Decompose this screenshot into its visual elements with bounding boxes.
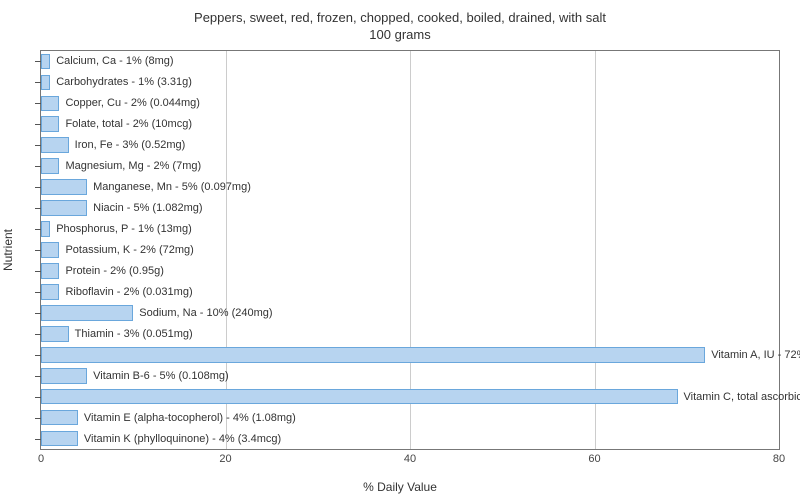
bar [41, 242, 59, 258]
bar-row: Vitamin B-6 - 5% (0.108mg) [41, 368, 779, 384]
bar-row: Carbohydrates - 1% (3.31g) [41, 75, 779, 91]
bar-row: Folate, total - 2% (10mcg) [41, 116, 779, 132]
bar-label: Thiamin - 3% (0.051mg) [75, 328, 193, 340]
x-tick-label: 40 [404, 449, 416, 465]
bar-row: Vitamin C, total ascorbic acid - 69% (41… [41, 389, 779, 405]
bar-row: Calcium, Ca - 1% (8mg) [41, 54, 779, 70]
bar-row: Vitamin E (alpha-tocopherol) - 4% (1.08m… [41, 410, 779, 426]
bar [41, 200, 87, 216]
chart-title-line1: Peppers, sweet, red, frozen, chopped, co… [0, 10, 800, 27]
chart-title-line2: 100 grams [0, 27, 800, 44]
bar [41, 326, 69, 342]
bar-label: Vitamin E (alpha-tocopherol) - 4% (1.08m… [84, 412, 296, 424]
bar-row: Vitamin A, IU - 72% (3583IU) [41, 347, 779, 363]
plot-area: 020406080Calcium, Ca - 1% (8mg)Carbohydr… [40, 50, 780, 450]
bar-label: Niacin - 5% (1.082mg) [93, 202, 202, 214]
bar [41, 137, 69, 153]
x-tick-label: 0 [38, 449, 44, 465]
bar-label: Vitamin A, IU - 72% (3583IU) [711, 349, 800, 361]
bar [41, 284, 59, 300]
bar [41, 305, 133, 321]
x-tick-label: 80 [773, 449, 785, 465]
bar-label: Phosphorus, P - 1% (13mg) [56, 223, 192, 235]
chart-title: Peppers, sweet, red, frozen, chopped, co… [0, 10, 800, 44]
bar-row: Vitamin K (phylloquinone) - 4% (3.4mcg) [41, 431, 779, 447]
bar [41, 368, 87, 384]
bar-label: Riboflavin - 2% (0.031mg) [65, 286, 192, 298]
bar-label: Sodium, Na - 10% (240mg) [139, 307, 272, 319]
bar-row: Protein - 2% (0.95g) [41, 263, 779, 279]
bar-row: Iron, Fe - 3% (0.52mg) [41, 137, 779, 153]
bar-row: Manganese, Mn - 5% (0.097mg) [41, 179, 779, 195]
bar-label: Carbohydrates - 1% (3.31g) [56, 76, 192, 88]
bar-label: Calcium, Ca - 1% (8mg) [56, 55, 173, 67]
bar [41, 389, 678, 405]
bar-label: Vitamin B-6 - 5% (0.108mg) [93, 370, 229, 382]
bar [41, 54, 50, 70]
bar-label: Copper, Cu - 2% (0.044mg) [65, 97, 200, 109]
x-tick-label: 20 [219, 449, 231, 465]
bar-label: Vitamin K (phylloquinone) - 4% (3.4mcg) [84, 433, 281, 445]
bar [41, 221, 50, 237]
bar-label: Folate, total - 2% (10mcg) [65, 118, 192, 130]
bar [41, 179, 87, 195]
bar-label: Vitamin C, total ascorbic acid - 69% (41… [684, 391, 800, 403]
bar-label: Manganese, Mn - 5% (0.097mg) [93, 181, 251, 193]
x-tick-label: 60 [588, 449, 600, 465]
nutrient-chart: Peppers, sweet, red, frozen, chopped, co… [0, 0, 800, 500]
bar [41, 96, 59, 112]
bar-label: Protein - 2% (0.95g) [65, 265, 163, 277]
y-axis-label: Nutrient [1, 229, 15, 271]
bar-row: Niacin - 5% (1.082mg) [41, 200, 779, 216]
bar-label: Iron, Fe - 3% (0.52mg) [75, 139, 186, 151]
bar [41, 263, 59, 279]
bar [41, 410, 78, 426]
bar-row: Riboflavin - 2% (0.031mg) [41, 284, 779, 300]
bar [41, 75, 50, 91]
x-axis-label: % Daily Value [0, 480, 800, 494]
bar-row: Thiamin - 3% (0.051mg) [41, 326, 779, 342]
bar-label: Magnesium, Mg - 2% (7mg) [65, 160, 201, 172]
bar [41, 116, 59, 132]
bar-row: Potassium, K - 2% (72mg) [41, 242, 779, 258]
bar [41, 431, 78, 447]
bar-row: Magnesium, Mg - 2% (7mg) [41, 158, 779, 174]
bar-row: Copper, Cu - 2% (0.044mg) [41, 96, 779, 112]
bar-row: Phosphorus, P - 1% (13mg) [41, 221, 779, 237]
bar-label: Potassium, K - 2% (72mg) [65, 244, 193, 256]
bar [41, 347, 705, 363]
bar [41, 158, 59, 174]
bar-row: Sodium, Na - 10% (240mg) [41, 305, 779, 321]
